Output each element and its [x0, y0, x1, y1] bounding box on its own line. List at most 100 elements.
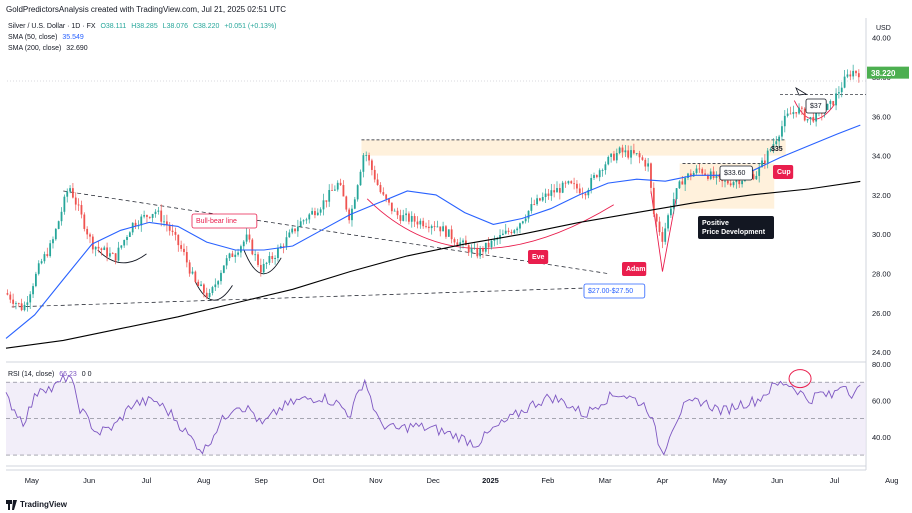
candle-body[interactable]	[26, 302, 29, 305]
candle-body[interactable]	[835, 93, 837, 106]
candle-body[interactable]	[510, 231, 513, 234]
candle-body[interactable]	[49, 243, 52, 257]
candle-body[interactable]	[365, 155, 368, 156]
candle-body[interactable]	[476, 248, 479, 257]
candle-body[interactable]	[23, 304, 26, 311]
candle-body[interactable]	[97, 246, 100, 249]
candle-body[interactable]	[647, 163, 650, 167]
candle-body[interactable]	[433, 226, 436, 227]
candle-body[interactable]	[675, 188, 678, 200]
candle-body[interactable]	[77, 204, 80, 206]
candle-body[interactable]	[573, 183, 575, 185]
candle-body[interactable]	[829, 101, 832, 104]
candle-body[interactable]	[362, 155, 365, 172]
candle-body[interactable]	[650, 163, 652, 188]
rsi-legend[interactable]: RSI (14, close) 66.23 0 0	[8, 371, 92, 378]
candle-body[interactable]	[60, 211, 63, 222]
candle-body[interactable]	[399, 215, 402, 221]
candle-body[interactable]	[496, 238, 499, 240]
candle-body[interactable]	[541, 197, 544, 201]
candle-body[interactable]	[479, 248, 482, 257]
candle-body[interactable]	[222, 265, 225, 273]
candle-body[interactable]	[849, 74, 852, 77]
candle-body[interactable]	[217, 281, 220, 285]
candle-body[interactable]	[63, 196, 66, 212]
candle-body[interactable]	[519, 223, 521, 229]
candle-body[interactable]	[91, 236, 94, 250]
candle-body[interactable]	[587, 189, 590, 196]
candle-body[interactable]	[763, 160, 766, 163]
candle-body[interactable]	[843, 76, 846, 88]
candle-body[interactable]	[265, 262, 268, 264]
candle-body[interactable]	[15, 303, 17, 304]
candle-body[interactable]	[157, 210, 160, 212]
candle-body[interactable]	[789, 113, 792, 115]
candle-body[interactable]	[231, 253, 234, 257]
candle-body[interactable]	[695, 168, 698, 173]
candle-body[interactable]	[692, 172, 695, 177]
candle-body[interactable]	[379, 184, 382, 193]
candle-body[interactable]	[450, 229, 453, 240]
candle-body[interactable]	[462, 240, 464, 243]
candle-body[interactable]	[331, 189, 333, 191]
candle-body[interactable]	[439, 226, 442, 232]
candle-body[interactable]	[490, 240, 493, 248]
candle-body[interactable]	[29, 294, 32, 303]
candle-body[interactable]	[134, 222, 137, 227]
candle-body[interactable]	[277, 248, 279, 258]
candle-body[interactable]	[430, 226, 433, 229]
candle-body[interactable]	[536, 198, 538, 205]
candle-body[interactable]	[533, 204, 536, 205]
candle-body[interactable]	[678, 181, 681, 189]
candle-body[interactable]	[371, 160, 373, 170]
candle-body[interactable]	[183, 248, 185, 253]
candle-body[interactable]	[126, 236, 128, 240]
candle-body[interactable]	[800, 107, 803, 109]
candle-body[interactable]	[165, 221, 168, 226]
candle-body[interactable]	[291, 228, 294, 233]
candle-body[interactable]	[652, 187, 655, 215]
candle-body[interactable]	[729, 183, 732, 186]
candle-body[interactable]	[576, 183, 578, 189]
candles[interactable]	[6, 64, 860, 312]
candle-body[interactable]	[83, 214, 86, 229]
candle-body[interactable]	[416, 221, 419, 225]
candle-body[interactable]	[117, 247, 120, 261]
candle-body[interactable]	[809, 117, 812, 120]
candle-body[interactable]	[20, 303, 23, 311]
candle-body[interactable]	[325, 200, 328, 202]
candle-body[interactable]	[43, 254, 46, 262]
candle-body[interactable]	[584, 193, 587, 196]
candle-body[interactable]	[251, 239, 254, 255]
candle-body[interactable]	[681, 181, 684, 185]
candle-body[interactable]	[684, 177, 687, 185]
candle-body[interactable]	[761, 160, 763, 168]
candle-body[interactable]	[590, 177, 593, 190]
candle-body[interactable]	[521, 221, 524, 224]
sma-200-line[interactable]	[5, 180, 861, 349]
candle-body[interactable]	[630, 150, 632, 158]
candle-body[interactable]	[459, 242, 462, 245]
candle-body[interactable]	[624, 150, 627, 153]
candle-body[interactable]	[160, 210, 163, 222]
candle-body[interactable]	[94, 246, 97, 250]
candle-body[interactable]	[242, 241, 245, 247]
candle-body[interactable]	[106, 247, 108, 257]
candle-body[interactable]	[712, 171, 715, 178]
candle-body[interactable]	[46, 254, 49, 257]
candle-body[interactable]	[578, 188, 581, 194]
candle-body[interactable]	[356, 185, 359, 200]
candle-body[interactable]	[203, 284, 205, 293]
candle-body[interactable]	[493, 239, 496, 241]
candle-body[interactable]	[838, 92, 840, 94]
candle-body[interactable]	[601, 170, 604, 171]
candle-body[interactable]	[288, 232, 291, 238]
candle-body[interactable]	[615, 153, 618, 161]
candle-body[interactable]	[188, 262, 191, 274]
candle-body[interactable]	[180, 245, 183, 249]
candle-body[interactable]	[758, 167, 761, 176]
candle-body[interactable]	[151, 214, 154, 218]
candle-body[interactable]	[795, 112, 798, 114]
candle-body[interactable]	[299, 221, 302, 227]
candle-body[interactable]	[661, 232, 664, 242]
